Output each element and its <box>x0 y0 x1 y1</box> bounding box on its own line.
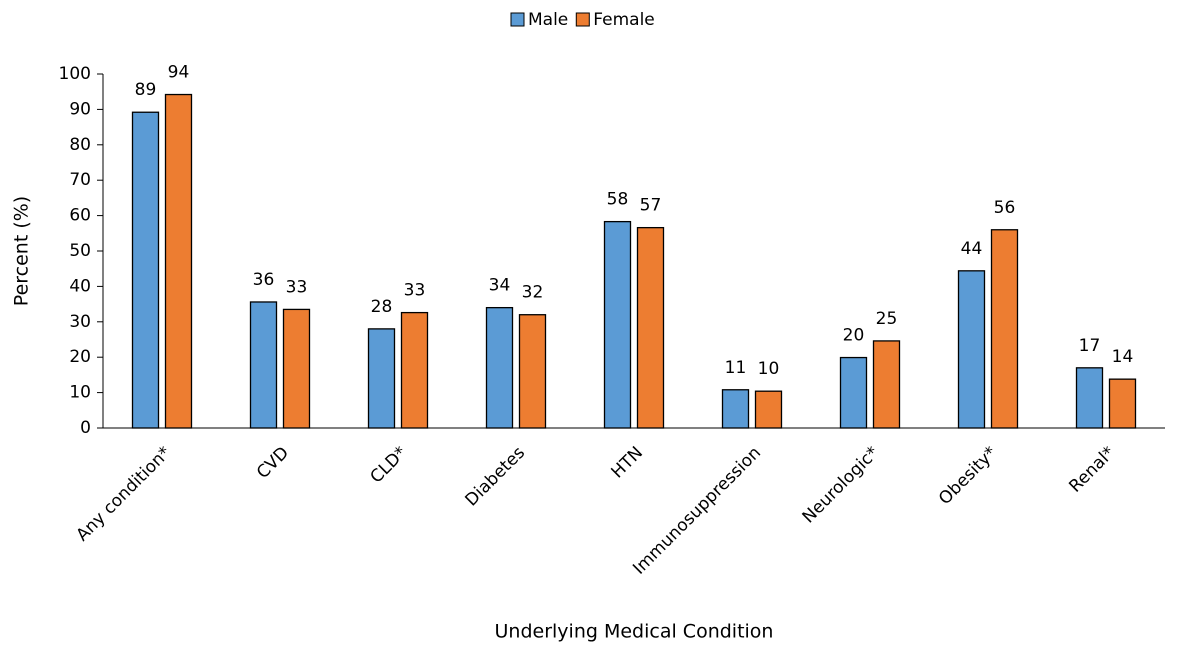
x-axis-title: Underlying Medical Condition <box>495 621 774 643</box>
x-tick-label: Obesity* <box>935 443 1001 509</box>
x-tick-label: HTN <box>608 443 648 483</box>
value-label: 25 <box>876 309 898 329</box>
legend-label: Female <box>593 10 654 30</box>
bar <box>754 390 783 429</box>
value-label: 28 <box>371 297 393 317</box>
bar <box>721 389 750 429</box>
value-label: 34 <box>489 276 511 296</box>
bar <box>1108 378 1137 429</box>
bar <box>164 93 193 429</box>
value-label: 44 <box>961 239 983 259</box>
value-label: 36 <box>253 270 275 290</box>
bar <box>957 270 986 429</box>
x-tick-label: CLD* <box>367 443 412 488</box>
y-tick-label: 20 <box>69 347 91 367</box>
value-label: 33 <box>404 281 426 301</box>
value-label: 58 <box>607 190 629 210</box>
bar <box>872 340 901 429</box>
x-tick-label: Diabetes <box>462 443 530 511</box>
y-tick-label: 10 <box>69 383 91 403</box>
bar <box>636 226 665 429</box>
value-label: 10 <box>758 359 780 379</box>
bar <box>249 301 278 429</box>
value-label: 11 <box>725 358 747 378</box>
bar <box>282 308 311 429</box>
y-tick-label: 90 <box>69 99 91 119</box>
legend-label: Male <box>528 10 568 30</box>
x-tick-label: Neurologic* <box>799 443 883 527</box>
legend-swatch <box>510 12 525 27</box>
bar <box>839 356 868 429</box>
y-tick-label: 0 <box>80 418 91 438</box>
y-axis-title: Percent (%) <box>11 196 33 306</box>
bar <box>990 229 1019 429</box>
x-tick-label: Any condition* <box>73 443 176 546</box>
bar <box>400 311 429 429</box>
y-tick-label: 100 <box>59 64 91 84</box>
bar <box>485 306 514 429</box>
y-tick-label: 70 <box>69 170 91 190</box>
value-label: 20 <box>843 326 865 346</box>
bar <box>367 328 396 429</box>
value-label: 17 <box>1079 336 1101 356</box>
bar <box>1075 367 1104 429</box>
value-label: 57 <box>640 196 662 216</box>
y-tick-label: 40 <box>69 276 91 296</box>
value-label: 56 <box>994 198 1016 218</box>
bar <box>603 220 632 429</box>
y-tick-label: 60 <box>69 206 91 226</box>
y-tick-label: 80 <box>69 135 91 155</box>
x-tick-label: Immunosuppression <box>629 443 765 579</box>
value-label: 14 <box>1112 347 1134 367</box>
x-tick-label: CVD <box>253 443 293 483</box>
value-label: 94 <box>168 63 190 83</box>
value-label: 32 <box>522 283 544 303</box>
x-tick-label: Renal* <box>1065 443 1119 497</box>
bar <box>518 314 547 429</box>
bar <box>131 111 160 429</box>
value-label: 33 <box>286 277 308 297</box>
value-label: 89 <box>135 80 157 100</box>
legend-swatch <box>575 12 590 27</box>
y-tick-label: 50 <box>69 241 91 261</box>
y-tick-label: 30 <box>69 312 91 332</box>
